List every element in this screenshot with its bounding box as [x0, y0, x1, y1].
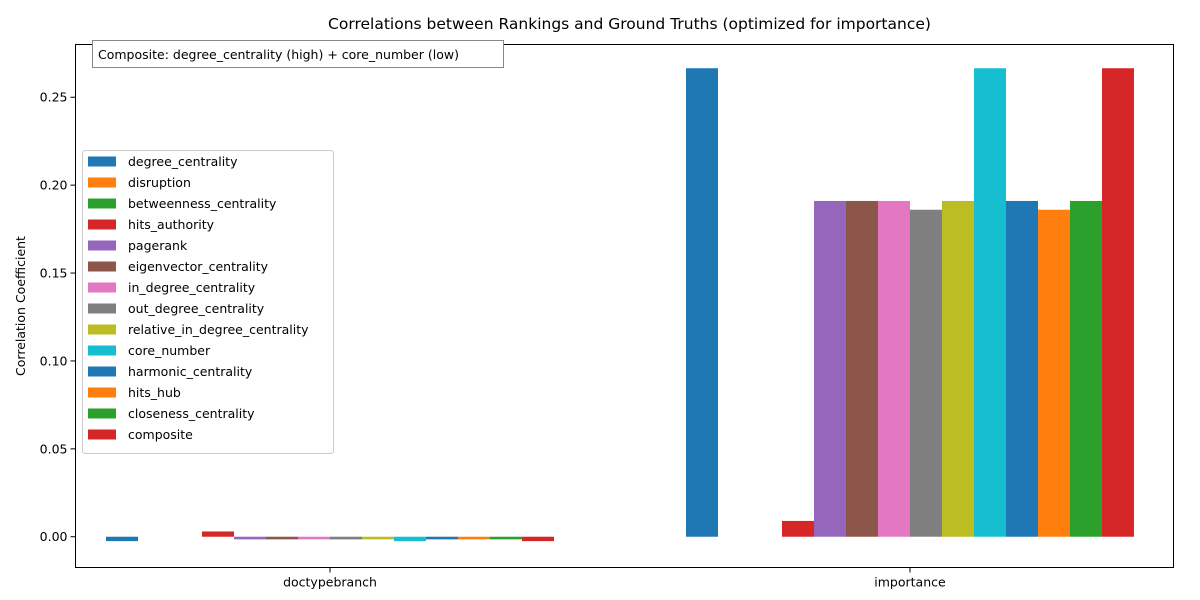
bar-eigenvector_centrality-doctypebranch — [266, 536, 298, 540]
annotation-text: Composite: degree_centrality (high) + co… — [98, 47, 459, 62]
legend-swatch-degree_centrality — [88, 156, 116, 167]
legend-frame — [82, 150, 334, 454]
bar-degree_centrality-importance — [686, 68, 718, 537]
legend-label-disruption: disruption — [128, 175, 191, 190]
legend-label-closeness_centrality: closeness_centrality — [128, 406, 255, 421]
legend-label-degree_centrality: degree_centrality — [128, 154, 238, 169]
bar-core_number-importance — [974, 68, 1006, 537]
x-axis: doctypebranch importance — [283, 567, 946, 590]
y-tick-label: 0.05 — [40, 441, 68, 456]
legend-swatch-pagerank — [88, 240, 116, 251]
legend: degree_centrality disruption betweenness_c… — [82, 150, 334, 454]
legend-swatch-core_number — [88, 345, 116, 356]
y-tick-label: 0.20 — [40, 178, 68, 193]
legend-label-harmonic_centrality: harmonic_centrality — [128, 364, 253, 379]
y-axis-label: Correlation Coefficient — [13, 236, 28, 376]
bar-harmonic_centrality-doctypebranch — [426, 536, 458, 540]
legend-swatch-betweenness_centrality — [88, 198, 116, 209]
legend-label-pagerank: pagerank — [128, 238, 188, 253]
bar-pagerank-doctypebranch — [234, 536, 266, 540]
annotation-box: Composite: degree_centrality (high) + co… — [92, 40, 504, 68]
bar-relative_in_degree_centrality-doctypebranch — [362, 536, 394, 540]
bar-hits_authority-doctypebranch — [202, 531, 234, 537]
bars-layer — [106, 68, 1134, 542]
legend-label-betweenness_centrality: betweenness_centrality — [128, 196, 277, 211]
bar-in_degree_centrality-importance — [878, 200, 910, 537]
y-axis: 0.00 0.05 0.10 0.15 0.20 0.25 — [40, 90, 76, 544]
legend-swatch-harmonic_centrality — [88, 366, 116, 377]
y-tick-label: 0.00 — [40, 529, 68, 544]
bar-hits_hub-importance — [1038, 209, 1070, 537]
legend-label-composite: composite — [128, 427, 193, 442]
bar-relative_in_degree_centrality-importance — [942, 200, 974, 537]
legend-swatch-disruption — [88, 177, 116, 188]
legend-label-hits_authority: hits_authority — [128, 217, 215, 232]
legend-swatch-closeness_centrality — [88, 408, 116, 419]
bar-in_degree_centrality-doctypebranch — [298, 536, 330, 540]
chart-title: Correlations between Rankings and Ground… — [328, 15, 931, 33]
bar-degree_centrality-doctypebranch — [106, 536, 138, 542]
legend-swatch-in_degree_centrality — [88, 282, 116, 293]
legend-swatch-out_degree_centrality — [88, 303, 116, 314]
bar-out_degree_centrality-doctypebranch — [330, 536, 362, 540]
bar-pagerank-importance — [814, 200, 846, 537]
bar-closeness_centrality-importance — [1070, 200, 1102, 537]
legend-swatch-hits_hub — [88, 387, 116, 398]
legend-label-out_degree_centrality: out_degree_centrality — [128, 301, 265, 316]
bar-closeness_centrality-doctypebranch — [490, 536, 522, 540]
legend-label-relative_in_degree_centrality: relative_in_degree_centrality — [128, 322, 309, 337]
legend-swatch-eigenvector_centrality — [88, 261, 116, 272]
legend-label-hits_hub: hits_hub — [128, 385, 181, 400]
bar-hits_hub-doctypebranch — [458, 536, 490, 540]
bar-composite-doctypebranch — [522, 536, 554, 542]
bar-harmonic_centrality-importance — [1006, 200, 1038, 537]
y-tick-label: 0.25 — [40, 90, 68, 105]
bar-composite-importance — [1102, 68, 1134, 537]
legend-swatch-hits_authority — [88, 219, 116, 230]
bar-out_degree_centrality-importance — [910, 209, 942, 537]
x-tick-label-doctypebranch: doctypebranch — [283, 575, 377, 590]
plot-frame — [75, 44, 1174, 568]
bar-core_number-doctypebranch — [394, 536, 426, 542]
bar-eigenvector_centrality-importance — [846, 200, 878, 537]
legend-swatch-relative_in_degree_centrality — [88, 324, 116, 335]
bar-hits_authority-importance — [782, 520, 814, 537]
legend-label-eigenvector_centrality: eigenvector_centrality — [128, 259, 269, 274]
legend-label-core_number: core_number — [128, 343, 211, 358]
y-tick-label: 0.10 — [40, 353, 68, 368]
x-tick-label-importance: importance — [874, 575, 946, 590]
legend-label-in_degree_centrality: in_degree_centrality — [128, 280, 256, 295]
y-tick-label: 0.15 — [40, 266, 68, 281]
legend-swatch-composite — [88, 429, 116, 440]
